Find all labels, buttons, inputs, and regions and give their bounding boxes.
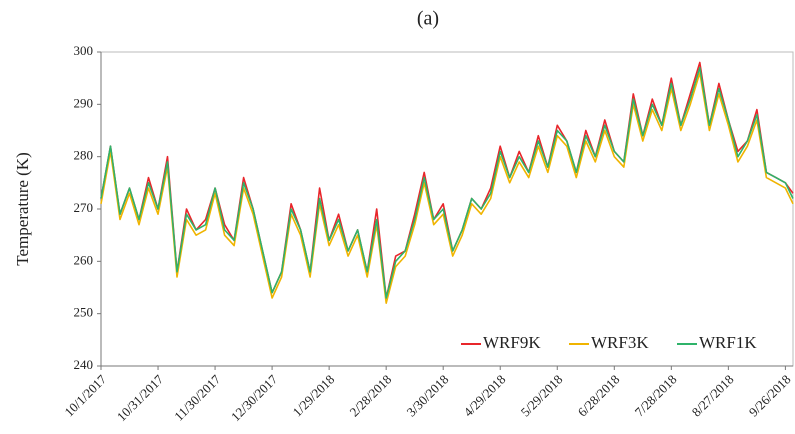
x-tick-label: 1/29/2018 bbox=[289, 372, 337, 420]
legend-label: WRF3K bbox=[591, 333, 649, 352]
y-axis-label: Temperature (K) bbox=[13, 152, 32, 266]
x-tick-label: 2/28/2018 bbox=[347, 372, 395, 420]
x-tick-label: 3/30/2018 bbox=[404, 372, 452, 420]
x-tick-label: 12/30/2017 bbox=[228, 371, 281, 424]
series-line bbox=[100, 66, 794, 299]
y-tick-label: 270 bbox=[74, 200, 94, 215]
y-tick-label: 250 bbox=[74, 305, 94, 320]
y-tick-label: 260 bbox=[74, 252, 94, 267]
y-tick-label: 300 bbox=[74, 43, 94, 58]
x-tick-label: 8/27/2018 bbox=[689, 372, 737, 420]
chart-title: (a) bbox=[417, 8, 439, 30]
x-tick-label: 5/29/2018 bbox=[518, 372, 566, 420]
x-tick-label: 7/28/2018 bbox=[632, 372, 680, 420]
x-tick-label: 10/1/2017 bbox=[61, 371, 109, 419]
y-tick-label: 290 bbox=[74, 95, 94, 110]
y-tick-label: 240 bbox=[74, 357, 94, 372]
y-tick-label: 280 bbox=[74, 148, 94, 163]
series-line bbox=[100, 72, 794, 304]
legend-label: WRF1K bbox=[699, 333, 757, 352]
series-line bbox=[100, 61, 794, 299]
x-tick-label: 4/29/2018 bbox=[461, 372, 509, 420]
legend-label: WRF9K bbox=[483, 333, 541, 352]
x-tick-label: 6/28/2018 bbox=[575, 372, 623, 420]
x-tick-label: 10/31/2017 bbox=[114, 371, 167, 424]
x-tick-label: 11/30/2017 bbox=[171, 371, 223, 423]
x-tick-label: 9/26/2018 bbox=[746, 372, 794, 420]
